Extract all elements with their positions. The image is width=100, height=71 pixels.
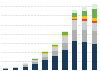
Bar bbox=[42, 60, 48, 70]
Bar bbox=[32, 58, 38, 59]
Bar bbox=[82, 42, 87, 70]
Bar bbox=[42, 53, 48, 54]
Bar bbox=[42, 51, 48, 52]
Bar bbox=[92, 4, 97, 9]
Bar bbox=[82, 21, 87, 30]
Bar bbox=[82, 30, 87, 42]
Bar bbox=[52, 51, 58, 56]
Bar bbox=[23, 63, 28, 64]
Bar bbox=[92, 31, 97, 44]
Bar bbox=[3, 68, 8, 69]
Bar bbox=[13, 68, 18, 70]
Bar bbox=[52, 46, 58, 47]
Bar bbox=[92, 23, 97, 31]
Bar bbox=[72, 10, 77, 13]
Bar bbox=[52, 56, 58, 70]
Bar bbox=[92, 21, 97, 23]
Bar bbox=[92, 44, 97, 70]
Bar bbox=[82, 16, 87, 19]
Bar bbox=[52, 45, 58, 46]
Bar bbox=[23, 65, 28, 67]
Bar bbox=[42, 52, 48, 53]
Bar bbox=[72, 41, 77, 70]
Bar bbox=[3, 69, 8, 70]
Bar bbox=[23, 67, 28, 70]
Bar bbox=[42, 57, 48, 60]
Bar bbox=[72, 20, 77, 30]
Bar bbox=[23, 64, 28, 65]
Bar bbox=[72, 17, 77, 19]
Bar bbox=[72, 30, 77, 41]
Bar bbox=[42, 54, 48, 57]
Bar bbox=[32, 59, 38, 60]
Bar bbox=[62, 31, 68, 32]
Bar bbox=[92, 18, 97, 21]
Bar bbox=[62, 43, 68, 50]
Bar bbox=[52, 47, 58, 51]
Bar bbox=[82, 19, 87, 21]
Bar bbox=[62, 35, 68, 36]
Bar bbox=[82, 7, 87, 11]
Bar bbox=[72, 19, 77, 20]
Bar bbox=[32, 64, 38, 70]
Bar bbox=[13, 67, 18, 68]
Bar bbox=[32, 60, 38, 62]
Bar bbox=[52, 43, 58, 45]
Bar bbox=[62, 36, 68, 43]
Bar bbox=[92, 9, 97, 18]
Bar bbox=[62, 50, 68, 70]
Bar bbox=[62, 32, 68, 35]
Bar bbox=[72, 13, 77, 17]
Bar bbox=[82, 11, 87, 16]
Bar bbox=[32, 62, 38, 64]
